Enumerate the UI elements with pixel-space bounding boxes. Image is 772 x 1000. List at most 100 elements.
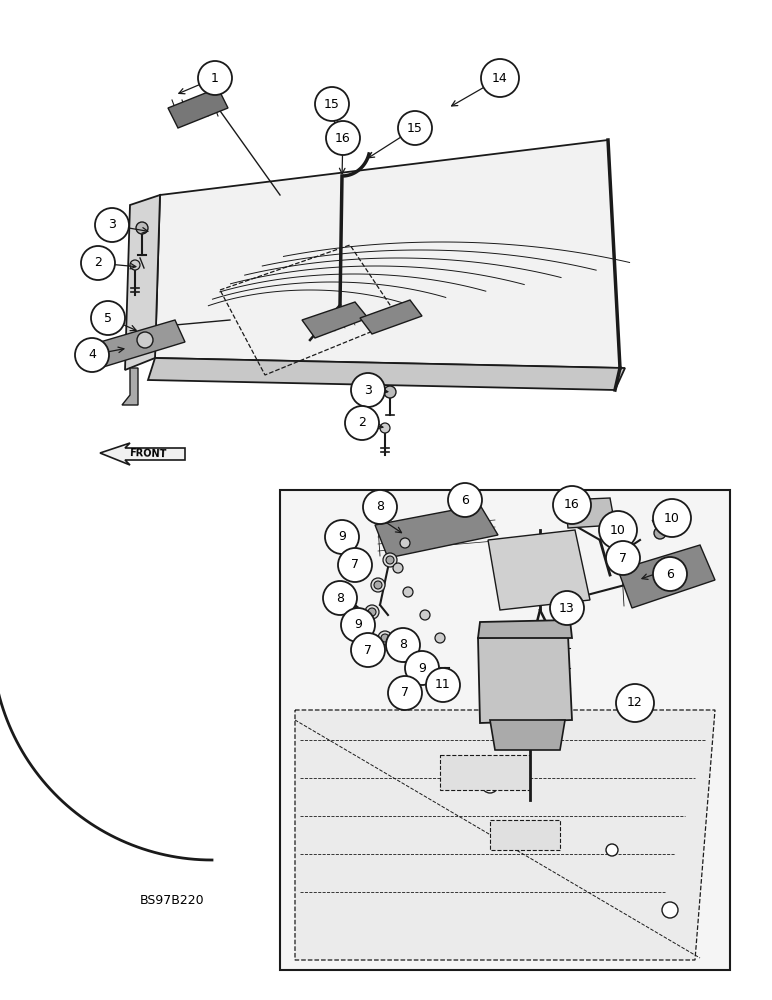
Text: 7: 7 [351, 558, 359, 572]
Polygon shape [168, 88, 228, 128]
Text: 15: 15 [407, 121, 423, 134]
Text: 6: 6 [666, 568, 674, 580]
Polygon shape [155, 140, 620, 368]
Circle shape [75, 338, 109, 372]
Polygon shape [148, 358, 625, 390]
Circle shape [351, 373, 385, 407]
Circle shape [95, 208, 129, 242]
Circle shape [606, 844, 618, 856]
Circle shape [130, 260, 140, 270]
Polygon shape [488, 530, 590, 610]
Text: 2: 2 [94, 256, 102, 269]
Circle shape [386, 628, 420, 662]
Text: 16: 16 [335, 131, 351, 144]
Polygon shape [122, 368, 138, 405]
Text: 3: 3 [364, 383, 372, 396]
Circle shape [325, 520, 359, 554]
Polygon shape [360, 300, 422, 334]
Circle shape [401, 651, 409, 659]
Circle shape [381, 634, 389, 642]
Circle shape [351, 633, 385, 667]
Circle shape [345, 406, 379, 440]
Circle shape [609, 537, 621, 549]
Circle shape [481, 59, 519, 97]
Circle shape [341, 608, 375, 642]
Text: 14: 14 [492, 72, 508, 85]
Circle shape [384, 386, 396, 398]
Text: 5: 5 [104, 312, 112, 324]
Circle shape [662, 902, 678, 918]
Circle shape [81, 246, 115, 280]
Circle shape [388, 676, 422, 710]
Polygon shape [490, 720, 565, 750]
Circle shape [338, 548, 372, 582]
Polygon shape [375, 505, 498, 558]
Polygon shape [295, 710, 715, 960]
Circle shape [435, 633, 445, 643]
Circle shape [616, 684, 654, 722]
Circle shape [393, 563, 403, 573]
Text: 10: 10 [610, 524, 626, 536]
Circle shape [371, 578, 385, 592]
Text: 11: 11 [435, 678, 451, 692]
Circle shape [137, 332, 153, 348]
Polygon shape [90, 320, 185, 368]
Circle shape [654, 527, 666, 539]
Polygon shape [478, 635, 572, 723]
Circle shape [606, 541, 640, 575]
Circle shape [326, 121, 360, 155]
Circle shape [599, 511, 637, 549]
Circle shape [398, 648, 412, 662]
Text: BS97B220: BS97B220 [140, 894, 205, 906]
Circle shape [363, 490, 397, 524]
Circle shape [136, 222, 148, 234]
Circle shape [405, 651, 439, 685]
Text: 4: 4 [88, 349, 96, 361]
Text: 16: 16 [564, 498, 580, 512]
Polygon shape [478, 620, 572, 638]
Text: 8: 8 [376, 500, 384, 514]
Circle shape [380, 423, 390, 433]
Text: 10: 10 [664, 512, 680, 524]
Circle shape [420, 610, 430, 620]
Polygon shape [280, 490, 730, 970]
Polygon shape [302, 302, 368, 338]
Text: 9: 9 [338, 530, 346, 544]
Circle shape [198, 61, 232, 95]
Text: 7: 7 [619, 552, 627, 564]
Text: 7: 7 [364, 644, 372, 656]
Polygon shape [565, 498, 615, 528]
Circle shape [378, 631, 392, 645]
Text: 7: 7 [401, 686, 409, 700]
Circle shape [398, 111, 432, 145]
Polygon shape [125, 195, 160, 370]
Polygon shape [490, 820, 560, 850]
Text: 1: 1 [211, 72, 219, 85]
Text: 3: 3 [108, 219, 116, 232]
Text: 9: 9 [418, 662, 426, 674]
Circle shape [315, 87, 349, 121]
Circle shape [553, 486, 591, 524]
Circle shape [482, 777, 498, 793]
Text: 15: 15 [324, 98, 340, 110]
Circle shape [91, 301, 125, 335]
Circle shape [403, 587, 413, 597]
Circle shape [365, 605, 379, 619]
Circle shape [448, 483, 482, 517]
Circle shape [386, 556, 394, 564]
Circle shape [383, 553, 397, 567]
Text: 6: 6 [461, 493, 469, 506]
Text: FRONT: FRONT [129, 448, 167, 460]
Circle shape [374, 581, 382, 589]
Text: 13: 13 [559, 601, 575, 614]
Text: 8: 8 [336, 591, 344, 604]
Circle shape [653, 557, 687, 591]
Circle shape [550, 591, 584, 625]
Circle shape [323, 581, 357, 615]
Text: 8: 8 [399, 639, 407, 652]
Polygon shape [440, 755, 530, 790]
Circle shape [653, 499, 691, 537]
Text: 12: 12 [627, 696, 643, 710]
Circle shape [368, 608, 376, 616]
Circle shape [426, 668, 460, 702]
